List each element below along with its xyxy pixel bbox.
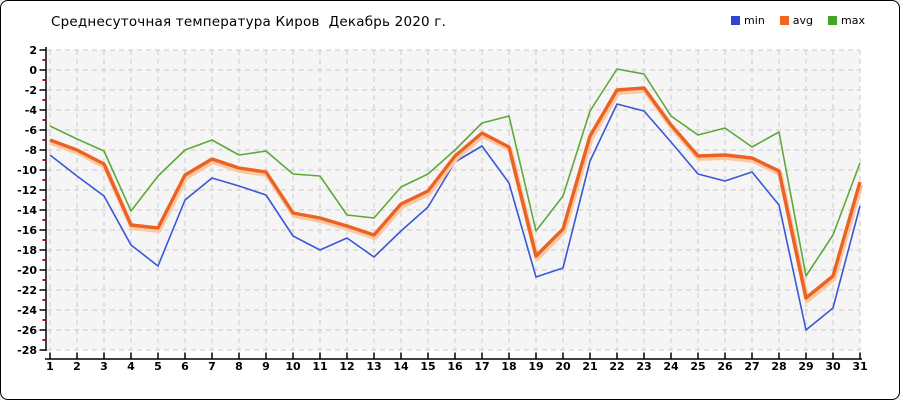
x-tick-label: 13 bbox=[366, 360, 381, 373]
x-tick-label: 28 bbox=[771, 360, 786, 373]
legend-item-avg: avg bbox=[779, 14, 814, 27]
legend-item-max: max bbox=[828, 14, 865, 27]
y-tick-label: -10 bbox=[17, 164, 37, 177]
x-tick-label: 27 bbox=[744, 360, 759, 373]
y-tick-label: -28 bbox=[17, 344, 37, 357]
y-tick-label: -22 bbox=[17, 284, 37, 297]
y-tick-label: -20 bbox=[17, 264, 37, 277]
x-tick-label: 8 bbox=[235, 360, 243, 373]
chart-legend: min avg max bbox=[731, 14, 865, 27]
x-tick-label: 30 bbox=[825, 360, 841, 373]
x-tick-label: 12 bbox=[339, 360, 354, 373]
x-tick-label: 4 bbox=[127, 360, 135, 373]
legend-swatch-max-icon bbox=[828, 16, 838, 25]
y-tick-label: -4 bbox=[25, 104, 38, 117]
legend-swatch-avg-icon bbox=[779, 16, 789, 25]
series-max-line bbox=[49, 68, 861, 277]
x-tick-label: 1 bbox=[46, 360, 54, 373]
legend-label: min bbox=[744, 14, 765, 27]
series-avg-line bbox=[49, 86, 862, 300]
legend-label: max bbox=[841, 14, 865, 27]
y-tick-label: 2 bbox=[29, 44, 37, 57]
y-tick-label: -6 bbox=[25, 124, 38, 137]
y-tick-label: 0 bbox=[29, 64, 37, 77]
legend-swatch-min-icon bbox=[731, 16, 741, 25]
x-tick-label: 14 bbox=[393, 360, 409, 373]
chart-title: Среднесуточная температура Киров Декабрь… bbox=[51, 14, 447, 30]
x-tick-label: 26 bbox=[717, 360, 733, 373]
x-tick-label: 18 bbox=[501, 360, 516, 373]
y-tick-label: -14 bbox=[17, 204, 37, 217]
x-tick-label: 21 bbox=[582, 360, 597, 373]
legend-item-min: min bbox=[731, 14, 765, 27]
x-tick-label: 19 bbox=[528, 360, 543, 373]
x-tick-label: 9 bbox=[262, 360, 270, 373]
x-tick-label: 24 bbox=[663, 360, 679, 373]
y-tick-label: -16 bbox=[17, 224, 37, 237]
y-tick-label: -26 bbox=[17, 324, 37, 337]
x-tick-label: 17 bbox=[474, 360, 489, 373]
x-tick-label: 5 bbox=[154, 360, 162, 373]
y-tick-label: -12 bbox=[17, 184, 37, 197]
x-tick-label: 6 bbox=[181, 360, 189, 373]
y-tick-label: -24 bbox=[17, 304, 37, 317]
x-tick-label: 20 bbox=[555, 360, 571, 373]
y-tick-label: -18 bbox=[17, 244, 37, 257]
x-tick-label: 23 bbox=[636, 360, 651, 373]
y-tick-label: -8 bbox=[25, 144, 37, 157]
x-tick-label: 29 bbox=[798, 360, 813, 373]
x-tick-label: 11 bbox=[312, 360, 327, 373]
x-tick-label: 25 bbox=[690, 360, 705, 373]
x-tick-label: 31 bbox=[852, 360, 867, 373]
x-tick-label: 22 bbox=[609, 360, 624, 373]
x-tick-label: 2 bbox=[73, 360, 81, 373]
series-avg-halo bbox=[50, 88, 864, 303]
legend-label: avg bbox=[792, 14, 814, 27]
y-tick-label: -2 bbox=[25, 84, 37, 97]
plot-background bbox=[47, 50, 860, 350]
x-tick-label: 16 bbox=[447, 360, 463, 373]
x-tick-label: 3 bbox=[100, 360, 108, 373]
x-tick-label: 7 bbox=[208, 360, 216, 373]
x-tick-label: 10 bbox=[285, 360, 301, 373]
x-tick-label: 15 bbox=[420, 360, 435, 373]
